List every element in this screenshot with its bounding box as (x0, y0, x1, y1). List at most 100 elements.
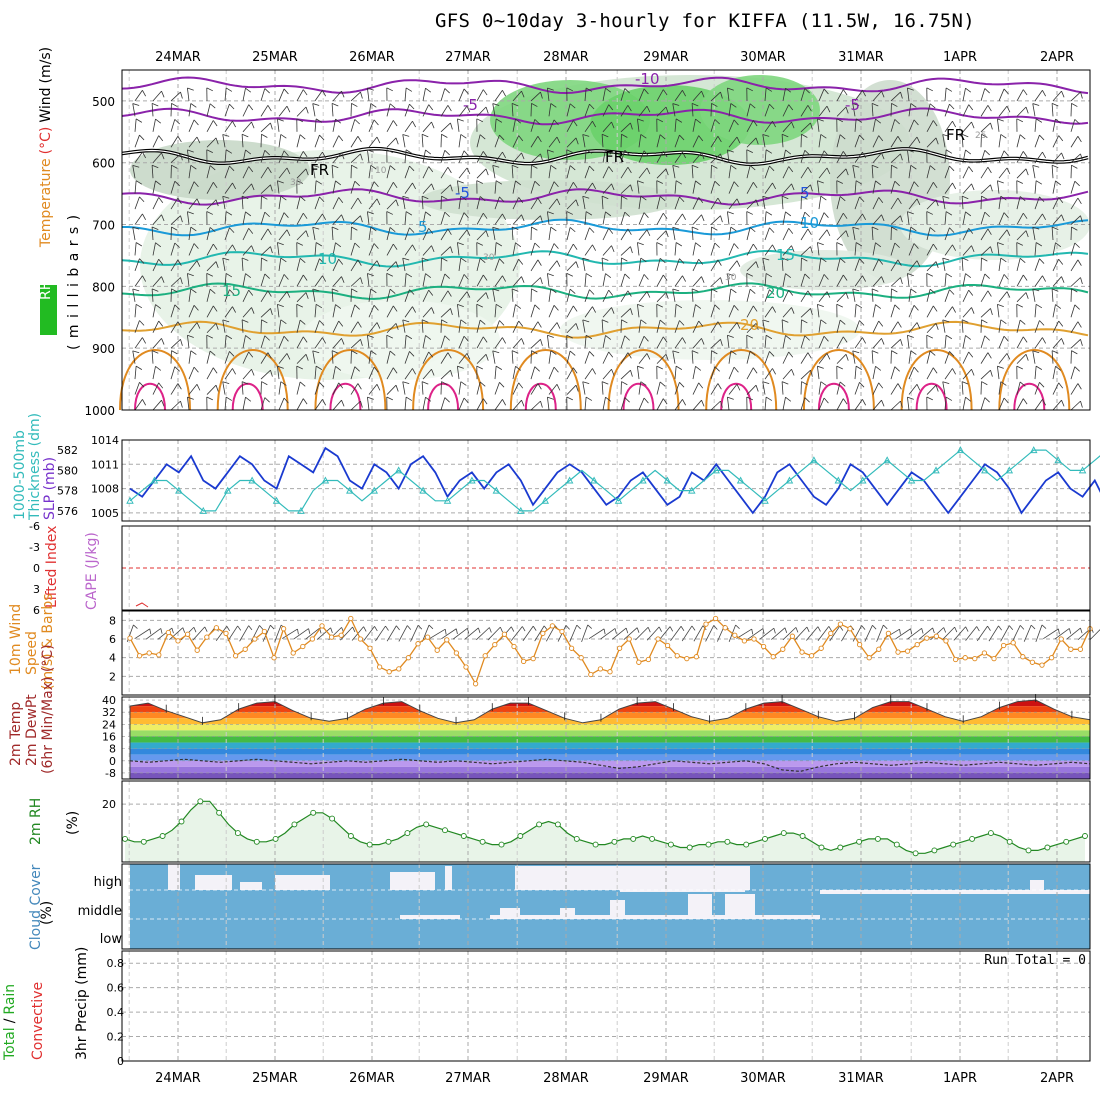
wind-barb (998, 212, 1009, 225)
wind-barb-flag (1058, 382, 1064, 389)
wind-barb (132, 103, 140, 117)
wind-barb-staff (872, 259, 880, 272)
wind-speed-point (722, 625, 728, 631)
wind-barb-staff (908, 243, 915, 256)
top-tick-24MAR: 24MAR (155, 50, 201, 65)
wind-barb-flag (457, 365, 464, 369)
wind-barb-flag (392, 367, 398, 374)
wind-barb-staff (152, 382, 160, 395)
wind-barb-flag (1055, 118, 1062, 124)
wind-barb-staff (512, 320, 520, 333)
wind-barb-flag (1080, 277, 1083, 285)
wind-barb-staff (836, 196, 841, 210)
wind-barb-staff (890, 153, 901, 164)
wind-barb-flag (1006, 353, 1011, 360)
wind-speed-point (952, 656, 959, 663)
wind-barb (764, 351, 775, 364)
wind-speed-point (972, 655, 978, 662)
wind-barb-staff (530, 197, 539, 210)
bottom-tick-31MAR: 31MAR (838, 1071, 884, 1086)
wind-barb-staff (926, 243, 934, 256)
wind-barb-staff (727, 397, 730, 411)
thickness-point (639, 476, 647, 484)
wind-barb (728, 119, 739, 132)
wind-barb-staff (854, 304, 857, 318)
wind-barb-flag (698, 258, 704, 265)
wind-barb-flag (331, 350, 339, 354)
wind-barb-staff (152, 135, 160, 148)
wind-barb-flag (280, 195, 287, 201)
wind-barb (1070, 366, 1080, 380)
wind-barb (980, 369, 993, 380)
wind-barb-flag (283, 335, 289, 342)
wind-barb-flag (981, 195, 988, 200)
wind-barb (404, 227, 415, 241)
wind-barb-flag (691, 103, 699, 107)
wind-barb (458, 381, 467, 395)
wind-barb-flag (875, 118, 882, 124)
wind-barb-staff (457, 242, 460, 256)
wind-barb-flag (1003, 88, 1009, 95)
wind-barb-flag (566, 149, 573, 153)
wind-barb-staff (512, 382, 520, 395)
wind-barb-staff (1016, 106, 1027, 117)
wind-barb (566, 137, 579, 148)
wind-barb-staff (962, 335, 966, 349)
wind-barb-staff (350, 197, 359, 210)
wind-barb-flag (852, 164, 860, 168)
wind-barb-staff (1052, 242, 1056, 256)
wind-barb-flag (354, 304, 360, 310)
wind-barb (890, 164, 898, 179)
wind-barb-flag (351, 288, 358, 293)
wind-barb-staff (692, 214, 702, 225)
wind-barb-flag (572, 120, 578, 127)
wind-barb-staff (260, 273, 266, 287)
wind-barb (224, 165, 235, 179)
wind-barb-flag (241, 381, 249, 385)
wind-barb-staff (872, 135, 880, 148)
thickness-point (785, 476, 794, 484)
wind-barb-staff (476, 258, 481, 272)
wind-barb-flag (929, 165, 936, 171)
wind-barb-staff (1070, 400, 1081, 411)
wind-barb (602, 245, 615, 256)
wind-barb-staff (656, 151, 664, 163)
wind-barb (998, 381, 1007, 395)
wind-barb-staff (566, 137, 577, 148)
wind-barb-flag (603, 628, 606, 635)
wind-barb (314, 303, 323, 318)
wind-barb-staff (908, 198, 918, 210)
wind-barb-staff (602, 335, 606, 349)
wind-barb-staff (728, 227, 732, 241)
wind-barb-staff (800, 273, 806, 287)
wind-barb-flag (1074, 366, 1080, 372)
wind-barb-staff (457, 118, 460, 132)
wind-barb-staff (638, 212, 645, 225)
wind-barb-flag (425, 396, 432, 402)
wind-barb (620, 319, 628, 333)
wind-barb-flag (335, 180, 342, 186)
wind-barb (872, 338, 885, 349)
wind-barb-staff (260, 369, 271, 380)
wind-barb-flag (174, 119, 180, 125)
wind-barb (134, 399, 147, 411)
wind-barb (331, 103, 339, 117)
wind-barb-staff (1070, 304, 1076, 318)
wind-barb (674, 118, 683, 132)
wind-barb-staff (908, 136, 918, 148)
wind-barb (277, 180, 284, 194)
wind-barb-flag (894, 366, 900, 372)
wind-barb-staff (800, 211, 806, 225)
wind-barb-flag (640, 319, 647, 324)
wind-barb (762, 195, 770, 210)
wind-barb-flag (450, 370, 453, 377)
wind-barb-staff (1016, 258, 1021, 272)
wind-barb (818, 397, 829, 411)
cape-ylabel: CAPE (J/kg) (84, 532, 100, 610)
wind-barb-staff (170, 339, 181, 349)
wind-barb-staff (672, 350, 676, 364)
wind-barb (278, 381, 287, 395)
wind-barb (1016, 381, 1026, 395)
wind-barb (1052, 90, 1065, 102)
